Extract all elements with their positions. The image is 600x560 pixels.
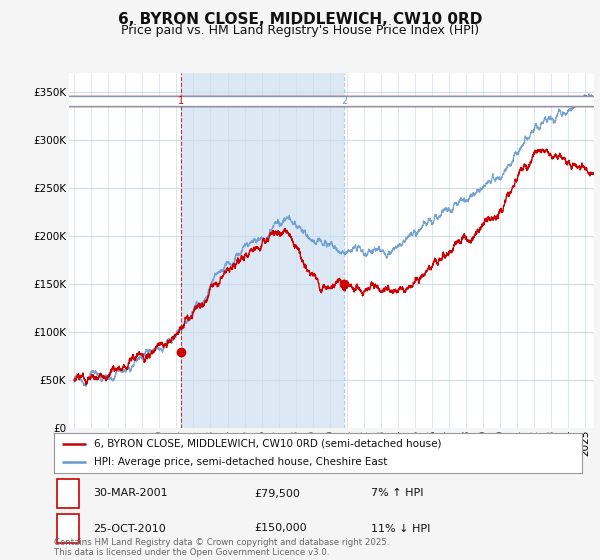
Text: 25-OCT-2010: 25-OCT-2010 [94, 524, 166, 534]
Bar [181, 73, 344, 428]
Text: 2: 2 [64, 524, 71, 534]
FancyBboxPatch shape [0, 96, 600, 106]
Text: £79,500: £79,500 [254, 488, 301, 498]
Text: 1: 1 [64, 488, 71, 498]
Text: 1: 1 [178, 96, 184, 106]
Text: 7% ↑ HPI: 7% ↑ HPI [371, 488, 424, 498]
Text: Price paid vs. HM Land Registry's House Price Index (HPI): Price paid vs. HM Land Registry's House … [121, 24, 479, 36]
Text: £150,000: £150,000 [254, 524, 307, 534]
FancyBboxPatch shape [56, 514, 79, 543]
Text: 6, BYRON CLOSE, MIDDLEWICH, CW10 0RD (semi-detached house): 6, BYRON CLOSE, MIDDLEWICH, CW10 0RD (se… [94, 439, 441, 449]
Text: 11% ↓ HPI: 11% ↓ HPI [371, 524, 430, 534]
Text: Contains HM Land Registry data © Crown copyright and database right 2025.
This d: Contains HM Land Registry data © Crown c… [54, 538, 389, 557]
Text: 30-MAR-2001: 30-MAR-2001 [94, 488, 168, 498]
Text: 2: 2 [341, 96, 347, 106]
Text: HPI: Average price, semi-detached house, Cheshire East: HPI: Average price, semi-detached house,… [94, 458, 387, 467]
FancyBboxPatch shape [0, 96, 600, 106]
Text: 6, BYRON CLOSE, MIDDLEWICH, CW10 0RD: 6, BYRON CLOSE, MIDDLEWICH, CW10 0RD [118, 12, 482, 27]
FancyBboxPatch shape [56, 479, 79, 508]
